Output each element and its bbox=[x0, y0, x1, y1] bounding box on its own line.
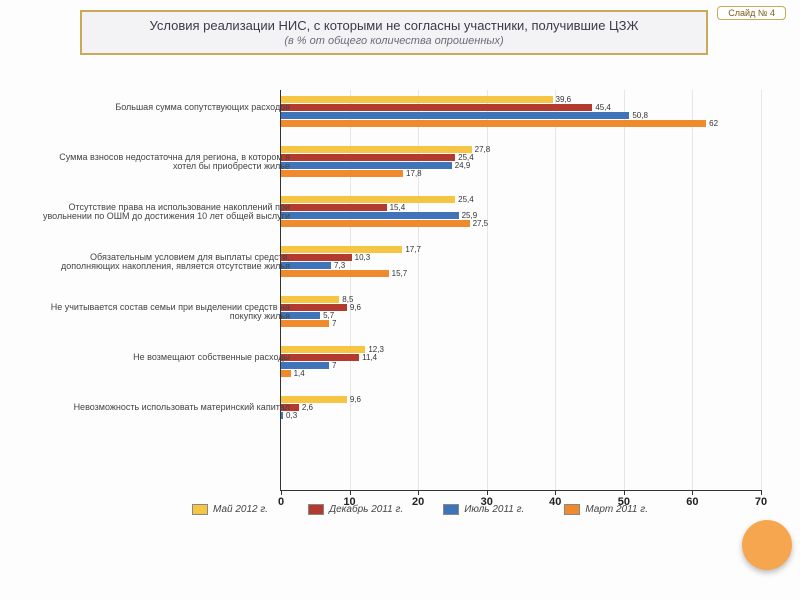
title-main: Условия реализации НИС, с которыми не со… bbox=[94, 18, 694, 33]
bar bbox=[281, 154, 455, 161]
category-label: Не учитывается состав семьи при выделени… bbox=[40, 303, 290, 323]
bar bbox=[281, 104, 592, 111]
bar bbox=[281, 246, 402, 253]
bar bbox=[281, 162, 452, 169]
bar bbox=[281, 354, 359, 361]
category-label: Большая сумма сопутствующих расходов bbox=[40, 103, 290, 113]
tick-mark bbox=[350, 490, 351, 495]
bar bbox=[281, 346, 365, 353]
legend-label: Май 2012 г. bbox=[213, 504, 268, 515]
bar-value-label: 45,4 bbox=[595, 103, 611, 112]
category-label: Не возмещают собственные расходы bbox=[40, 353, 290, 363]
gridline bbox=[692, 90, 693, 490]
gridline bbox=[624, 90, 625, 490]
bar-value-label: 15,7 bbox=[392, 269, 408, 278]
legend-swatch bbox=[192, 504, 208, 515]
bar bbox=[281, 396, 347, 403]
bar-value-label: 39,6 bbox=[556, 95, 572, 104]
x-tick-label: 70 bbox=[755, 496, 767, 508]
tick-mark bbox=[555, 490, 556, 495]
bar-value-label: 7 bbox=[332, 361, 336, 370]
bar-value-label: 1,4 bbox=[294, 369, 305, 378]
decorative-circle bbox=[742, 520, 792, 570]
legend-item: Март 2011 г. bbox=[564, 504, 648, 515]
bar-value-label: 9,6 bbox=[350, 395, 361, 404]
legend-label: Июль 2011 г. bbox=[464, 504, 524, 515]
bar bbox=[281, 212, 459, 219]
gridline bbox=[555, 90, 556, 490]
bar-value-label: 17,7 bbox=[405, 245, 421, 254]
bar bbox=[281, 220, 470, 227]
bar bbox=[281, 146, 472, 153]
legend-label: Декабрь 2011 г. bbox=[329, 504, 403, 515]
legend-swatch bbox=[443, 504, 459, 515]
tick-mark bbox=[624, 490, 625, 495]
chart-area: 01020304050607039,645,450,86227,825,424,… bbox=[20, 90, 780, 520]
bar-value-label: 9,6 bbox=[350, 303, 361, 312]
bar-value-label: 24,9 bbox=[455, 161, 471, 170]
bar bbox=[281, 196, 455, 203]
category-label: Невозможность использовать материнский к… bbox=[40, 403, 290, 413]
bar-value-label: 11,4 bbox=[362, 353, 377, 362]
legend: Май 2012 г. Декабрь 2011 г. Июль 2011 г. Ма… bbox=[140, 504, 700, 515]
bar bbox=[281, 170, 403, 177]
bar-value-label: 27,5 bbox=[473, 219, 489, 228]
bar-value-label: 27,8 bbox=[475, 145, 491, 154]
slide-number-tag: Слайд № 4 bbox=[717, 6, 786, 20]
category-label: Отсутствие права на использование накопл… bbox=[40, 203, 290, 223]
bar-value-label: 62 bbox=[709, 119, 718, 128]
bar-value-label: 7 bbox=[332, 319, 336, 328]
legend-swatch bbox=[308, 504, 324, 515]
bar-value-label: 15,4 bbox=[390, 203, 406, 212]
bar bbox=[281, 412, 283, 419]
tick-mark bbox=[418, 490, 419, 495]
bar-value-label: 7,3 bbox=[334, 261, 345, 270]
bar bbox=[281, 120, 706, 127]
bar bbox=[281, 254, 352, 261]
legend-item: Декабрь 2011 г. bbox=[308, 504, 403, 515]
legend-item: Июль 2011 г. bbox=[443, 504, 524, 515]
legend-label: Март 2011 г. bbox=[585, 504, 648, 515]
tick-mark bbox=[487, 490, 488, 495]
gridline bbox=[761, 90, 762, 490]
bar bbox=[281, 362, 329, 369]
category-label: Сумма взносов недостаточна для региона, … bbox=[40, 153, 290, 173]
title-box: Условия реализации НИС, с которыми не со… bbox=[80, 10, 708, 55]
bar bbox=[281, 96, 553, 103]
tick-mark bbox=[281, 490, 282, 495]
tick-mark bbox=[761, 490, 762, 495]
bar bbox=[281, 112, 629, 119]
category-label: Обязательным условием для выплаты средст… bbox=[40, 253, 290, 273]
bar-value-label: 10,3 bbox=[355, 253, 371, 262]
legend-item: Май 2012 г. bbox=[192, 504, 268, 515]
bar bbox=[281, 204, 387, 211]
legend-swatch bbox=[564, 504, 580, 515]
bar-value-label: 50,8 bbox=[632, 111, 648, 120]
bar-value-label: 2,6 bbox=[302, 403, 313, 412]
bar bbox=[281, 270, 389, 277]
title-subtitle: (в % от общего количества опрошенных) bbox=[94, 35, 694, 47]
bar-value-label: 25,4 bbox=[458, 195, 474, 204]
tick-mark bbox=[692, 490, 693, 495]
plot-area: 01020304050607039,645,450,86227,825,424,… bbox=[280, 90, 761, 491]
bar-value-label: 17,8 bbox=[406, 169, 422, 178]
bar bbox=[281, 370, 291, 377]
bar bbox=[281, 304, 347, 311]
